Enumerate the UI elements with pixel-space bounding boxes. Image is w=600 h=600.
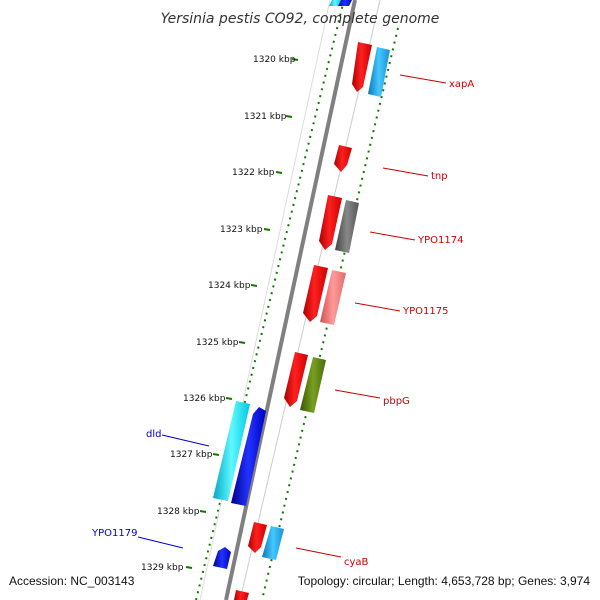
tick-label: 1324 kbp [208, 281, 251, 291]
tick-mark [212, 453, 220, 456]
gene-arrow-blue[interactable] [213, 547, 231, 569]
cds-arrow[interactable] [303, 265, 328, 322]
tick-label: 1325 kbp [196, 338, 239, 348]
label-leader [399, 74, 447, 84]
tick-mark [185, 566, 193, 569]
cds-arrow[interactable] [334, 145, 352, 172]
label-leader [137, 536, 184, 549]
gene-arrow-lightblue[interactable] [262, 526, 284, 560]
label-leader [382, 167, 429, 177]
gene-arrow-lightblue[interactable] [368, 47, 390, 97]
gene-xapA[interactable]: xapA [352, 42, 474, 97]
inner-ring-dashed [195, 0, 345, 600]
cds-arrow[interactable] [352, 42, 372, 92]
label-leader [369, 231, 416, 241]
topology-label: Topology: circular; Length: 4,653,728 bp… [297, 574, 590, 588]
feature-ring-inner-edge [199, 0, 331, 600]
partial-feature-top-blue [338, 0, 352, 6]
gene-label-YPO1174[interactable]: YPO1174 [417, 235, 463, 246]
tick-mark [250, 284, 258, 287]
tick-label: 1328 kbp [157, 507, 200, 517]
label-leader [354, 302, 401, 312]
gene-YPO1179[interactable]: YPO1179 [91, 528, 231, 569]
gene-label-YPO1175[interactable]: YPO1175 [402, 306, 448, 317]
tick-mark [291, 58, 299, 61]
tick-mark [238, 341, 246, 344]
gene-label-pbpG[interactable]: pbpG [383, 396, 410, 407]
tick-label: 1323 kbp [220, 225, 263, 235]
gene-label-tnp[interactable]: tnp [431, 171, 448, 182]
gene-label-dld[interactable]: dld [146, 429, 161, 440]
tick-label: 1326 kbp [183, 394, 226, 404]
gene-dld[interactable]: dld [146, 401, 266, 506]
tick-mark [199, 510, 207, 513]
accession-label: Accession: NC_003143 [9, 574, 135, 588]
cds-arrow[interactable] [248, 522, 267, 553]
tick-mark [285, 115, 293, 118]
gene-arrow-pink[interactable] [320, 270, 346, 325]
label-leader [161, 434, 210, 447]
gene-arrow-cyan[interactable] [213, 401, 250, 501]
gene-label-YPO1179[interactable]: YPO1179 [91, 528, 137, 539]
tick-mark [275, 171, 283, 174]
tick-label: 1327 kbp [170, 450, 213, 460]
gene-arrow-blue[interactable] [231, 407, 266, 506]
partial-feature-top-cyan [329, 0, 341, 6]
backbone-line [224, 0, 357, 600]
cds-arrow[interactable] [319, 195, 342, 250]
tick-mark [225, 397, 233, 400]
tick-label: 1320 kbp [253, 55, 296, 65]
gene-label-cyaB[interactable]: cyaB [344, 557, 369, 568]
gene-arrow-olive[interactable] [300, 357, 326, 413]
tick-label: 1322 kbp [232, 168, 275, 178]
gene-tnp[interactable]: tnp [334, 145, 448, 182]
map-title: Yersinia pestis CO92, complete genome [161, 11, 440, 27]
cds-arrow[interactable] [284, 352, 308, 407]
label-leader [334, 389, 381, 399]
gene-pbpG[interactable]: pbpG [284, 352, 410, 413]
label-leader [295, 547, 342, 558]
gene-label-xapA[interactable]: xapA [449, 79, 474, 90]
tick-label: 1321 kbp [244, 112, 287, 122]
gene-YPO1174[interactable]: YPO1174 [319, 195, 463, 253]
gene-arrow-gray[interactable] [335, 200, 359, 253]
tick-label: 1329 kbp [141, 563, 184, 573]
tick-mark [263, 228, 271, 231]
tick-group: 1320 kbp 1321 kbp 1322 kbp 1323 kbp 1324… [141, 55, 299, 573]
gene-YPO1175[interactable]: YPO1175 [303, 265, 448, 325]
partial-feature-bottom-red [234, 590, 249, 600]
gene-cyaB[interactable]: cyaB [248, 522, 369, 568]
